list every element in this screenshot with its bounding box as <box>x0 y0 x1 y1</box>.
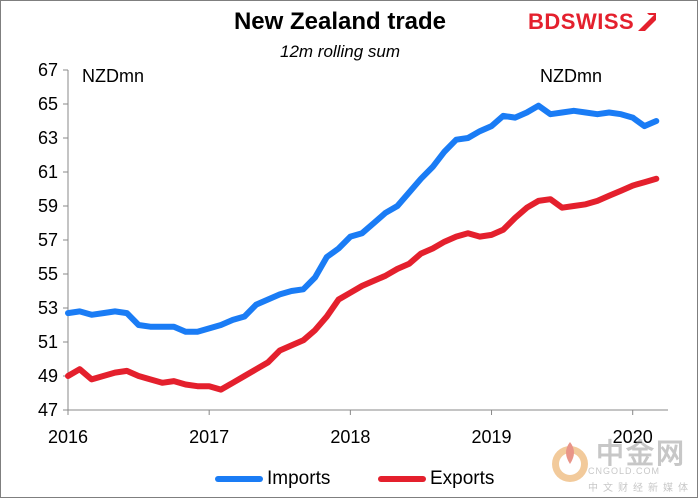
x-tick-label: 2020 <box>613 427 653 447</box>
legend-swatch-imports <box>215 476 263 482</box>
y-tick-label: 61 <box>38 162 58 182</box>
watermark-emblem-icon <box>552 442 588 482</box>
x-tick-label: 2016 <box>48 427 88 447</box>
y-tick-label: 55 <box>38 264 58 284</box>
y-tick-label: 59 <box>38 196 58 216</box>
legend-label-imports: Imports <box>267 468 331 489</box>
chart-title: New Zealand trade <box>233 8 447 35</box>
chart-subtitle: 12m rolling sum <box>280 42 400 61</box>
y-tick-label: 51 <box>38 332 58 352</box>
brand-logo: BDSWISS <box>528 8 658 36</box>
y-ticks: 47 49 51 53 55 57 59 61 63 65 67 <box>38 60 68 420</box>
brand-part2: SWISS <box>560 9 635 34</box>
series-line-exports <box>65 175 660 393</box>
x-tick-label: 2018 <box>330 427 370 447</box>
legend-item-imports: Imports <box>215 468 330 490</box>
y-tick-label: 67 <box>38 60 58 80</box>
y-tick-label: 57 <box>38 230 58 250</box>
watermark-url: CNGOLD.COM <box>588 466 661 476</box>
y-axis-label-right: NZDmn <box>540 66 602 86</box>
x-tick-label: 2017 <box>189 427 229 447</box>
y-tick-label: 47 <box>38 400 58 420</box>
legend: Imports Exports <box>0 468 700 492</box>
legend-item-exports: Exports <box>378 468 494 490</box>
x-ticks: 2016 2017 2018 2019 2020 <box>48 410 653 447</box>
legend-label-exports: Exports <box>430 468 495 489</box>
y-tick-label: 49 <box>38 366 58 386</box>
watermark: 中金网 CNGOLD.COM 中文财经新媒体 <box>548 432 698 496</box>
series-line-imports <box>65 102 660 335</box>
axes <box>67 70 668 411</box>
series-lines <box>65 102 660 393</box>
y-tick-label: 65 <box>38 94 58 114</box>
brand-arrow-icon <box>638 13 657 31</box>
legend-swatch-exports <box>378 476 426 482</box>
y-tick-label: 63 <box>38 128 58 148</box>
y-tick-label: 53 <box>38 298 58 318</box>
x-tick-label: 2019 <box>472 427 512 447</box>
brand-part1: BD <box>528 9 561 34</box>
brand-text: BDSWISS <box>528 9 634 35</box>
y-axis-label-left: NZDmn <box>82 66 144 86</box>
watermark-title: 中金网 <box>596 438 687 469</box>
watermark-subtitle: 中文财经新媒体 <box>588 483 693 494</box>
